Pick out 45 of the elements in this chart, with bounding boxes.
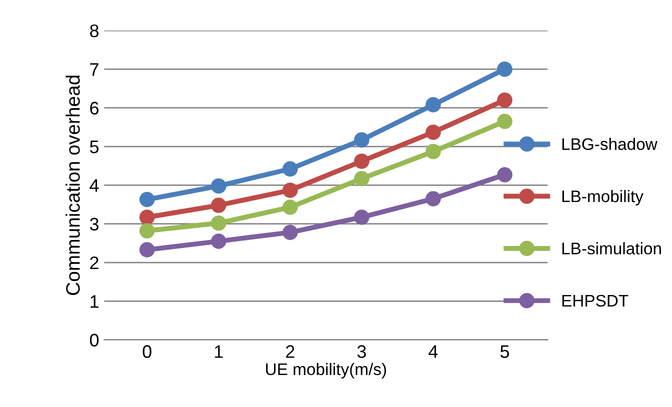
x-tick-label: 2: [286, 345, 294, 358]
point: [426, 97, 441, 112]
point: [139, 223, 155, 238]
y-tick-label: 1: [90, 295, 98, 308]
y-tick-label: 2: [90, 256, 98, 270]
point: [210, 198, 226, 213]
point: [426, 144, 441, 160]
y-tick-label: 5: [90, 140, 99, 154]
point: [354, 132, 370, 148]
x-axis-title: UE mobility(m/s): [266, 362, 386, 378]
legend-label: LB-simulation: [562, 242, 661, 254]
y-tick-label: 0: [90, 334, 99, 347]
point: [354, 210, 370, 225]
point: [426, 124, 441, 140]
x-tick-label: 5: [500, 345, 510, 358]
y-tick-label: 4: [90, 179, 99, 192]
x-tick-label: 0: [142, 345, 152, 358]
point: [426, 191, 441, 206]
point: [139, 242, 155, 258]
point: [354, 170, 370, 186]
y-axis-title: Communication overhead: [66, 76, 80, 295]
point: [282, 182, 298, 198]
x-tick-label: 1: [214, 345, 223, 358]
legend-label: LB-mobility: [562, 190, 644, 206]
point: [282, 161, 298, 177]
point: [497, 62, 512, 77]
point: [282, 224, 298, 240]
legend-label: LBG-shadow: [562, 138, 658, 150]
y-tick-label: 6: [90, 102, 99, 115]
y-tick-label: 3: [90, 218, 99, 231]
point: [354, 154, 370, 169]
x-tick-label: 3: [357, 345, 366, 358]
y-tick-label: 8: [90, 24, 99, 38]
point: [210, 215, 226, 231]
y-tick-label: 7: [90, 63, 98, 76]
point: [497, 167, 512, 182]
point: [139, 192, 155, 208]
point: [497, 114, 512, 130]
point: [139, 210, 155, 225]
legend-label: EHPSDT: [562, 294, 628, 307]
point: [497, 92, 512, 108]
x-tick-label: 4: [428, 345, 438, 358]
point: [282, 200, 298, 215]
point: [210, 234, 226, 249]
point: [210, 178, 226, 194]
